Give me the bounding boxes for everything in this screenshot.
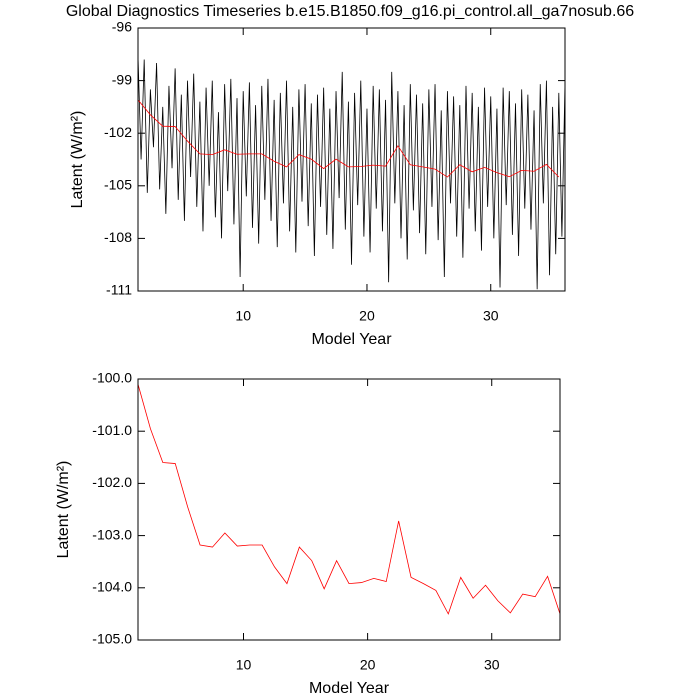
y-tick-label: -104.0 [92, 579, 132, 595]
y-tick-label: -111 [106, 282, 132, 298]
y-tick-label: -103.0 [92, 526, 132, 542]
chart-title: Global Diagnostics Timeseries b.e15.B185… [66, 3, 634, 20]
y-axis-label: Latent (W/m²) [55, 461, 72, 559]
x-tick-label: 10 [235, 308, 251, 324]
data-line [137, 99, 560, 178]
y-tick-label: -101.0 [92, 422, 132, 438]
x-tick-label: 30 [483, 308, 499, 324]
y-axis-label: Latent (W/m²) [69, 111, 86, 209]
x-tick-label: 20 [359, 308, 375, 324]
y-tick-label: -102.0 [92, 474, 132, 490]
y-tick-label: -105.0 [92, 631, 132, 647]
y-tick-label: -108 [104, 229, 132, 245]
plot-frame [137, 27, 566, 292]
data-line [137, 56, 566, 290]
plot-frame [137, 378, 561, 641]
x-axis-label: Model Year [311, 331, 392, 348]
y-tick-label: -102 [104, 124, 132, 140]
y-tick-label: -96 [112, 19, 132, 35]
x-tick-label: 20 [360, 657, 376, 673]
y-tick-label: -105 [104, 177, 132, 193]
x-axis-label: Model Year [309, 680, 390, 697]
y-tick-label: -99 [112, 71, 132, 87]
x-tick-label: 30 [484, 657, 500, 673]
y-tick-label: -100.0 [92, 370, 132, 386]
data-line [137, 384, 561, 615]
x-tick-label: 10 [236, 657, 252, 673]
